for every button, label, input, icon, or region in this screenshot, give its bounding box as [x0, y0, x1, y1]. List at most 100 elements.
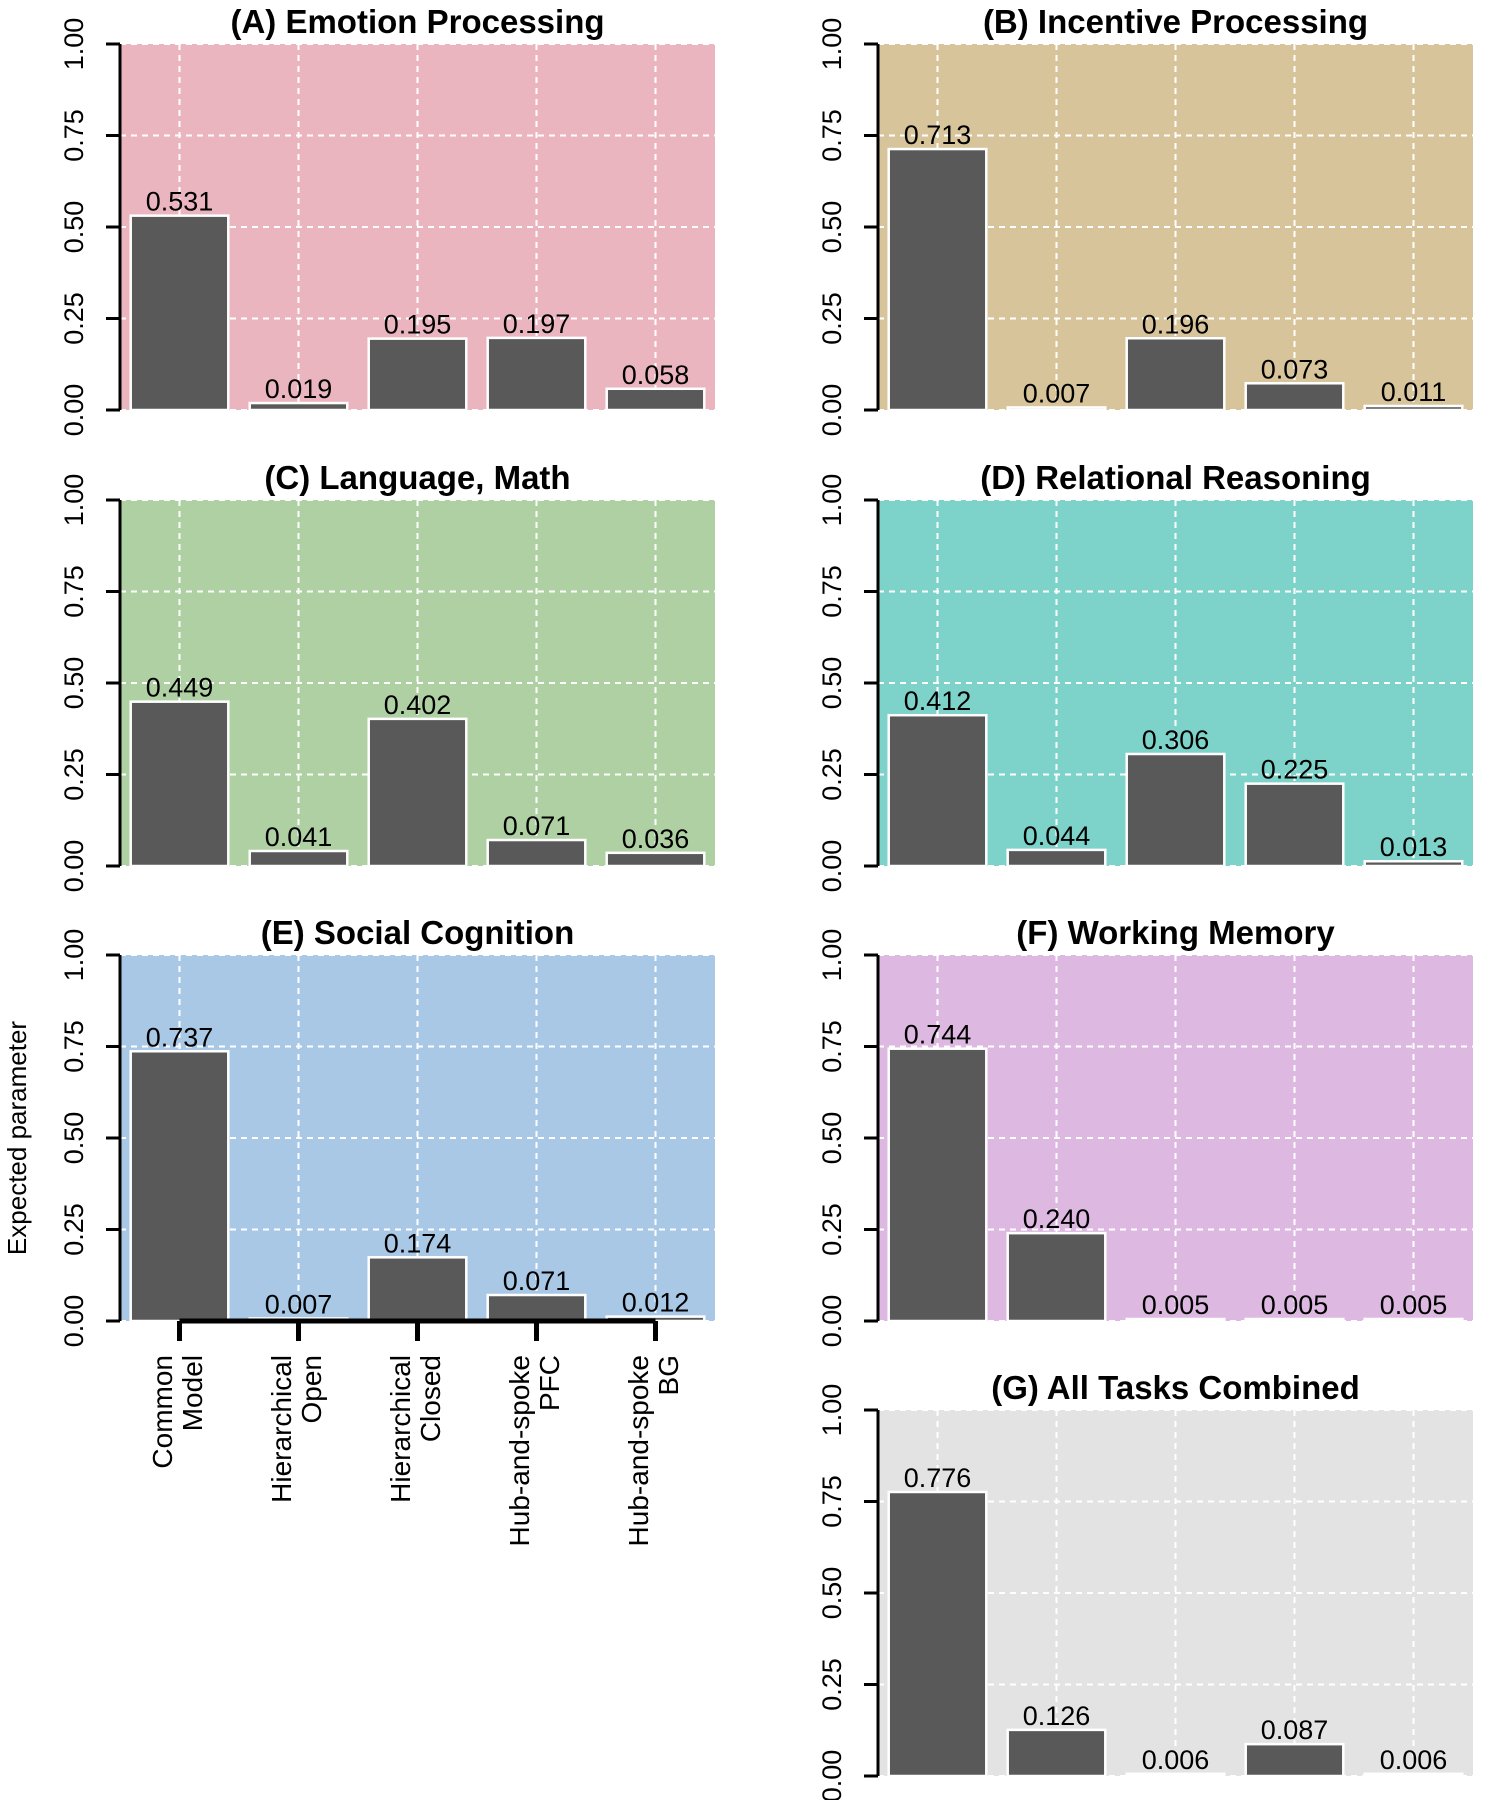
panel-7-bar-1 [887, 1490, 988, 1778]
panel-1-title: (A) Emotion Processing [230, 3, 604, 40]
panel-3-bar-5 [605, 851, 706, 868]
panel-2-value-label-3: 0.196 [1142, 309, 1210, 339]
panel-5-x-label-1-line-1: Common [147, 1355, 178, 1469]
panel-6-value-label-2: 0.240 [1023, 1204, 1091, 1234]
panel-3-value-label-5: 0.036 [622, 824, 690, 854]
panel-5-value-label-4: 0.071 [503, 1266, 571, 1296]
panel-3-y-tick-label-3: 0.50 [59, 657, 89, 710]
panel-5-title: (E) Social Cognition [261, 914, 574, 951]
panel-5-x-label-4-line-1: Hub-and-spoke [504, 1355, 535, 1546]
panel-4-value-label-2: 0.044 [1023, 821, 1091, 851]
panel-7-y-tick-label-5: 1.00 [817, 1384, 847, 1437]
panel-7-value-label-4: 0.087 [1261, 1715, 1329, 1745]
panel-7-y-tick-label-4: 0.75 [817, 1475, 847, 1528]
panel-2-y-tick-label-1: 0.00 [817, 384, 847, 437]
panel-2-y-tick-label-3: 0.50 [817, 201, 847, 254]
panel-4-value-label-1: 0.412 [904, 686, 972, 716]
panel-3-bar-2 [248, 849, 349, 868]
panel-3-value-label-2: 0.041 [265, 822, 333, 852]
panel-2-value-label-2: 0.007 [1023, 378, 1091, 408]
panel-5-value-label-5: 0.012 [622, 1288, 690, 1318]
panel-4-bar-5 [1363, 859, 1464, 868]
panel-1-y-tick-label-1: 0.00 [59, 384, 89, 437]
panel-3-bar-4 [486, 838, 587, 868]
panel-3-title: (C) Language, Math [264, 459, 570, 496]
panel-1-bar-1 [129, 214, 230, 412]
panel-2-title: (B) Incentive Processing [983, 3, 1368, 40]
panel-7-value-label-5: 0.006 [1380, 1745, 1448, 1775]
panel-3-bar-1 [129, 700, 230, 868]
panel-1-bar-2 [248, 401, 349, 412]
panel-3-y-tick-label-5: 1.00 [59, 474, 89, 527]
panel-1-value-label-2: 0.019 [265, 374, 333, 404]
panel-7-value-label-1: 0.776 [904, 1463, 972, 1493]
panel-6-bar-2 [1006, 1231, 1107, 1323]
panel-5-x-label-5-line-1: Hub-and-spoke [623, 1355, 654, 1546]
panel-5-x-label-3-line-2: Closed [415, 1355, 446, 1442]
panel-6-y-tick-label-5: 1.00 [817, 929, 847, 982]
panel-6-bar-3 [1125, 1317, 1226, 1323]
panel-7-y-tick-label-3: 0.50 [817, 1567, 847, 1620]
panel-2-bar-2 [1006, 406, 1107, 412]
panel-1-bar-5 [605, 387, 706, 412]
panel-1-value-label-3: 0.195 [384, 310, 452, 340]
panel-4-y-tick-label-4: 0.75 [817, 565, 847, 618]
panel-5-x-label-2-line-2: Open [296, 1355, 327, 1424]
panel-2-bar-4 [1244, 382, 1345, 412]
panel-5-bar-3 [367, 1256, 468, 1323]
panel-5-y-tick-label-5: 1.00 [59, 929, 89, 982]
panel-5-x-label-4-line-2: PFC [534, 1355, 565, 1411]
panel-1-bar-3 [367, 337, 468, 412]
panel-4-y-tick-label-5: 1.00 [817, 474, 847, 527]
panel-3-y-tick-label-1: 0.00 [59, 840, 89, 893]
panel-3-bar-3 [367, 717, 468, 868]
panel-2-bar-1 [887, 147, 988, 412]
panel-5-y-tick-label-4: 0.75 [59, 1020, 89, 1073]
panel-5-x-label-2-line-1: Hierarchical [266, 1355, 297, 1503]
panel-2-value-label-4: 0.073 [1261, 354, 1329, 384]
panel-5-value-label-1: 0.737 [146, 1022, 214, 1052]
panel-5-bar-4 [486, 1293, 587, 1323]
panel-4-bar-1 [887, 713, 988, 868]
panel-6-bar-5 [1363, 1317, 1464, 1323]
panel-6-value-label-4: 0.005 [1261, 1290, 1329, 1320]
panel-4-y-tick-label-1: 0.00 [817, 840, 847, 893]
panel-6-value-label-5: 0.005 [1380, 1290, 1448, 1320]
panel-2-value-label-5: 0.011 [1381, 377, 1447, 407]
panel-5-value-label-3: 0.174 [384, 1228, 452, 1258]
panel-2-y-tick-label-4: 0.75 [817, 109, 847, 162]
panel-1-y-tick-label-2: 0.25 [59, 292, 89, 345]
panel-1-y-tick-label-5: 1.00 [59, 18, 89, 71]
panel-4-bar-3 [1125, 752, 1226, 868]
panel-3-value-label-4: 0.071 [503, 811, 571, 841]
panel-6-bar-4 [1244, 1317, 1345, 1323]
panel-7-title: (G) All Tasks Combined [991, 1369, 1360, 1406]
panel-3-value-label-1: 0.449 [146, 673, 214, 703]
panel-4-y-tick-label-2: 0.25 [817, 748, 847, 801]
panel-2-y-tick-label-2: 0.25 [817, 292, 847, 345]
panel-5-x-label-5-line-2: BG [653, 1355, 684, 1395]
panel-5-y-tick-label-1: 0.00 [59, 1295, 89, 1348]
panel-5-y-tick-label-3: 0.50 [59, 1112, 89, 1165]
panel-1-bar-4 [486, 336, 587, 412]
panel-6-y-tick-label-2: 0.25 [817, 1203, 847, 1256]
panel-7-bar-2 [1006, 1728, 1107, 1778]
panel-6-value-label-3: 0.005 [1142, 1290, 1210, 1320]
panel-7-bar-5 [1363, 1772, 1464, 1778]
panel-5-x-label-3-line-1: Hierarchical [385, 1355, 416, 1503]
panel-3-value-label-3: 0.402 [384, 690, 452, 720]
panel-7-bar-3 [1125, 1772, 1226, 1778]
panel-2-bar-5 [1363, 404, 1464, 412]
panel-1-y-tick-label-4: 0.75 [59, 109, 89, 162]
panel-4-title: (D) Relational Reasoning [980, 459, 1371, 496]
panel-6-bar-1 [887, 1047, 988, 1323]
panel-5-value-label-2: 0.007 [265, 1289, 333, 1319]
panel-1-value-label-1: 0.531 [146, 187, 214, 217]
panel-3-y-tick-label-2: 0.25 [59, 748, 89, 801]
panel-7-value-label-2: 0.126 [1023, 1701, 1091, 1731]
panel-4-value-label-4: 0.225 [1261, 755, 1329, 785]
panel-5-y-tick-label-2: 0.25 [59, 1203, 89, 1256]
panel-1-value-label-5: 0.058 [622, 360, 690, 390]
panel-3-y-tick-label-4: 0.75 [59, 565, 89, 618]
